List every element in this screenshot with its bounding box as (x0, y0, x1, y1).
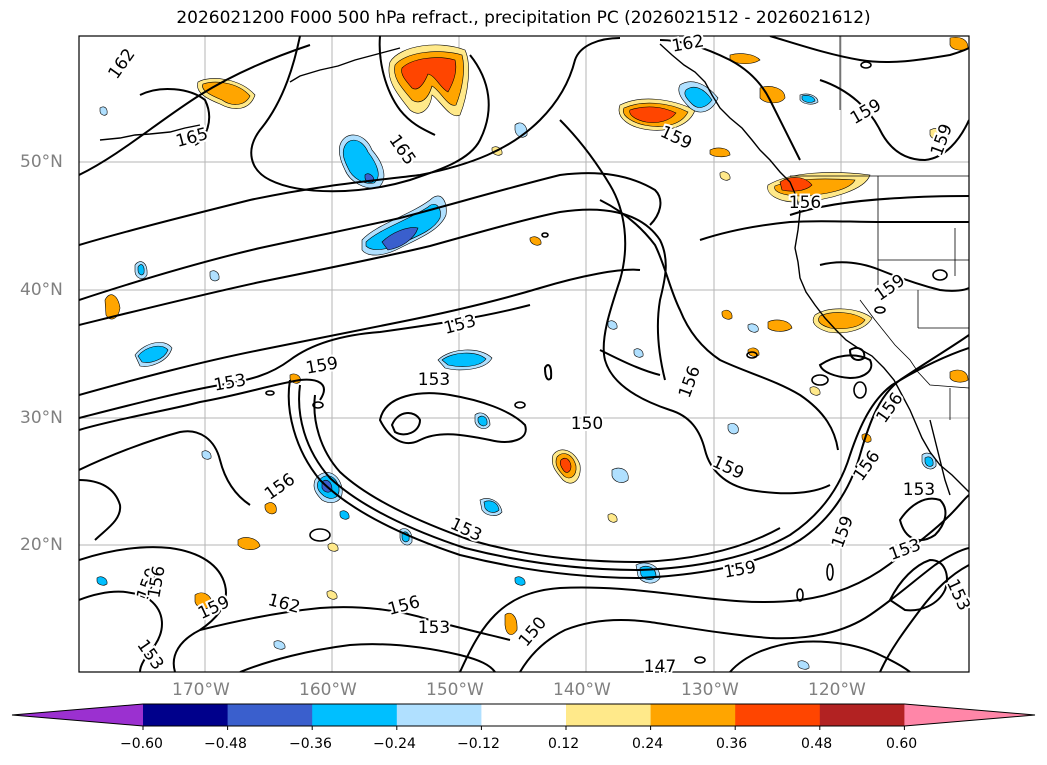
colorbar-tick-label: 0.36 (716, 736, 748, 752)
colorbar-segment (819, 704, 905, 726)
colorbar-tick-label: −0.24 (373, 736, 416, 752)
contour-label: 150 (571, 414, 603, 434)
contour-label: 153 (903, 480, 935, 500)
lon-label-130w: 130°W (681, 680, 739, 700)
lat-label-50n: 50°N (20, 152, 63, 172)
colorbar-segment (481, 704, 567, 726)
coastlines (99, 43, 969, 496)
colorbar-segment (566, 704, 652, 726)
contour-label: 147 (644, 657, 676, 677)
precip-positive-shading (104, 37, 969, 635)
lon-label-160w: 160°W (299, 680, 357, 700)
colorbar-segment (650, 704, 736, 726)
lat-label-40n: 40°N (20, 280, 63, 300)
lon-label-140w: 140°W (553, 680, 611, 700)
map-title: 2026021200 F000 500 hPa refract., precip… (176, 8, 871, 28)
map-background (79, 36, 969, 672)
contour-label: 156 (789, 193, 821, 213)
colorbar-tick-label: −0.12 (457, 736, 500, 752)
lon-label-150w: 150°W (426, 680, 484, 700)
colorbar-segment (735, 704, 821, 726)
colorbar-extend-high (904, 704, 1035, 726)
lon-label-170w: 170°W (172, 680, 230, 700)
lat-label-20n: 20°N (20, 535, 63, 555)
colorbar-segment (396, 704, 482, 726)
colorbar (11, 703, 1036, 730)
colorbar-tick-label: 0.60 (886, 736, 918, 752)
colorbar-tick-label: −0.36 (289, 736, 332, 752)
lat-label-30n: 30°N (20, 408, 63, 428)
lon-label-120w: 120°W (808, 680, 866, 700)
colorbar-extend-low (12, 704, 143, 726)
colorbar-tick-label: −0.48 (204, 736, 247, 752)
political-borders (790, 36, 969, 420)
colorbar-tick-label: 0.12 (548, 736, 580, 752)
map-frame (78, 35, 970, 673)
colorbar-tick-label: 0.24 (632, 736, 664, 752)
contour-label: 153 (418, 370, 450, 390)
contour-small-features (265, 61, 948, 664)
contour-label: 153 (418, 618, 450, 638)
colorbar-tick-label: −0.60 (120, 736, 163, 752)
refractivity-contours (79, 36, 969, 672)
colorbar-segment (312, 704, 398, 726)
colorbar-tick-label: 0.48 (801, 736, 833, 752)
colorbar-segment (143, 704, 229, 726)
colorbar-segment (227, 704, 313, 726)
